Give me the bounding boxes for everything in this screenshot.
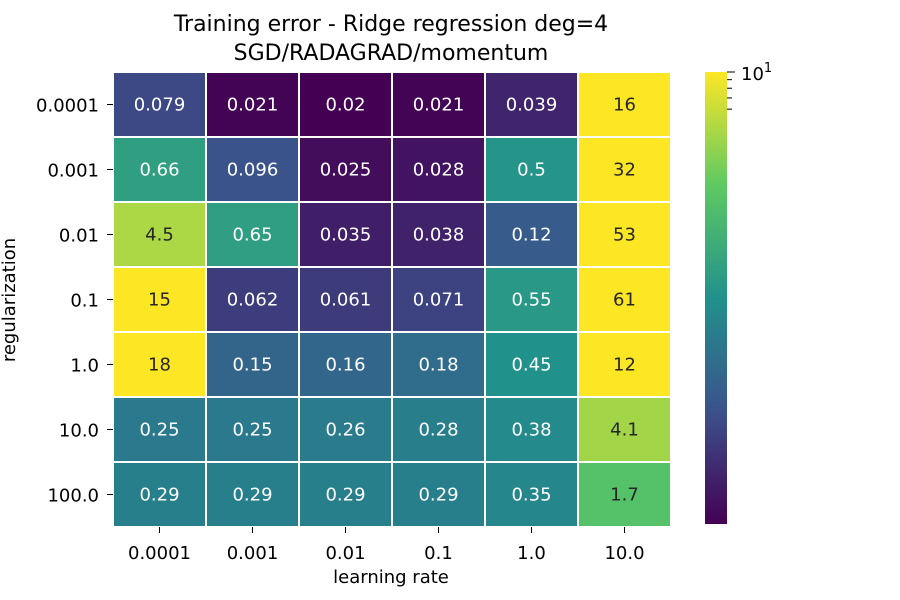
cell-value-label: 0.28 [418,420,458,441]
cell-value-label: 53 [613,225,636,246]
cell-value-label: 0.061 [320,290,372,311]
cell-value-label: 0.039 [506,95,558,116]
cell-value-label: 0.45 [511,355,551,376]
heatmap-cell [577,136,672,203]
cell-value-label: 0.5 [517,160,546,181]
cell-value-label: 0.062 [227,290,279,311]
y-axis-ticks: 0.0001 0.001 0.01 0.1 1.0 10.0 100.0 [36,96,113,507]
x-tick-label: 1.0 [517,543,546,564]
heatmap-cell [298,331,393,398]
x-axis-ticks: 0.0001 0.001 0.01 0.1 1.0 10.0 [128,527,645,564]
heatmap-cell [577,331,672,398]
cell-value-label: 0.02 [325,95,365,116]
heatmap-cell [391,461,486,528]
cell-value-label: 0.29 [139,485,179,506]
cell-value-label: 0.025 [320,160,372,181]
heatmap-cell [484,201,579,268]
y-tick-label: 0.01 [59,226,99,247]
cell-value-label: 0.15 [232,355,272,376]
heatmap-cell [205,71,300,138]
heatmap-cell [391,331,486,398]
x-tick-label: 0.1 [424,543,453,564]
colorbar-tick-label: 101 [741,61,772,85]
cell-value-label: 0.096 [227,160,279,181]
cell-value-label: 0.29 [418,485,458,506]
cell-value-label: 4.1 [610,420,639,441]
cell-value-label: 0.65 [232,225,272,246]
y-tick-label: 0.0001 [36,96,99,117]
colorbar [705,72,727,524]
cell-value-label: 0.021 [413,95,465,116]
y-tick-label: 100.0 [47,486,99,507]
cell-value-label: 12 [613,355,636,376]
cell-value-label: 0.29 [232,485,272,506]
chart-subtitle: SGD/RADAGRAD/momentum [234,41,549,66]
heatmap-cell [112,461,207,528]
cell-value-label: 0.021 [227,95,279,116]
heatmap-cell [112,266,207,333]
x-tick-label: 0.0001 [128,543,191,564]
cell-value-label: 15 [148,290,171,311]
x-axis-label: learning rate [333,567,449,588]
heatmap-cell [205,266,300,333]
heatmap-cell [577,396,672,463]
cell-value-label: 18 [148,355,171,376]
heatmap-cells: 0.079 0.021 0.02 0.021 0.039 16 0.66 0.096 0.025… [112,71,672,528]
cell-value-label: 0.66 [139,160,179,181]
heatmap-cell [484,266,579,333]
heatmap-cell [577,71,672,138]
cell-value-label: 0.12 [511,225,551,246]
heatmap-cell [205,201,300,268]
heatmap-cell [298,266,393,333]
x-tick-label: 0.01 [325,543,365,564]
x-tick-label: 10.0 [604,543,644,564]
heatmap-cell [205,136,300,203]
cell-value-label: 0.16 [325,355,365,376]
cell-value-label: 32 [613,160,636,181]
cell-value-label: 0.29 [325,485,365,506]
cell-value-label: 1.7 [610,485,639,506]
chart-title: Training error - Ridge regression deg=4 [173,12,608,37]
x-tick-label: 0.001 [227,543,279,564]
cell-value-label: 16 [613,95,636,116]
y-axis-label: regularization [0,238,20,362]
cell-value-label: 61 [613,290,636,311]
cell-value-label: 0.028 [413,160,465,181]
cell-value-label: 0.25 [232,420,272,441]
cell-value-label: 0.18 [418,355,458,376]
cell-value-label: 0.071 [413,290,465,311]
cell-value-label: 0.25 [139,420,179,441]
cell-value-label: 4.5 [145,225,174,246]
heatmap-cell [484,331,579,398]
heatmap-cell [577,201,672,268]
cell-value-label: 0.035 [320,225,372,246]
y-tick-label: 0.001 [47,161,99,182]
cell-value-label: 0.038 [413,225,465,246]
y-tick-label: 10.0 [59,421,99,442]
cell-value-label: 0.079 [134,95,186,116]
heatmap-cell [577,266,672,333]
heatmap-cell [112,396,207,463]
heatmap-cell [391,136,486,203]
cell-value-label: 0.26 [325,420,365,441]
y-tick-label: 0.1 [70,291,99,312]
y-tick-label: 1.0 [70,356,99,377]
cell-value-label: 0.38 [511,420,551,441]
colorbar-ticks [727,71,735,110]
cell-value-label: 0.35 [511,485,551,506]
heatmap-cell [577,461,672,528]
heatmap-cell [391,266,486,333]
cell-value-label: 0.55 [511,290,551,311]
heatmap-cell [391,201,486,268]
